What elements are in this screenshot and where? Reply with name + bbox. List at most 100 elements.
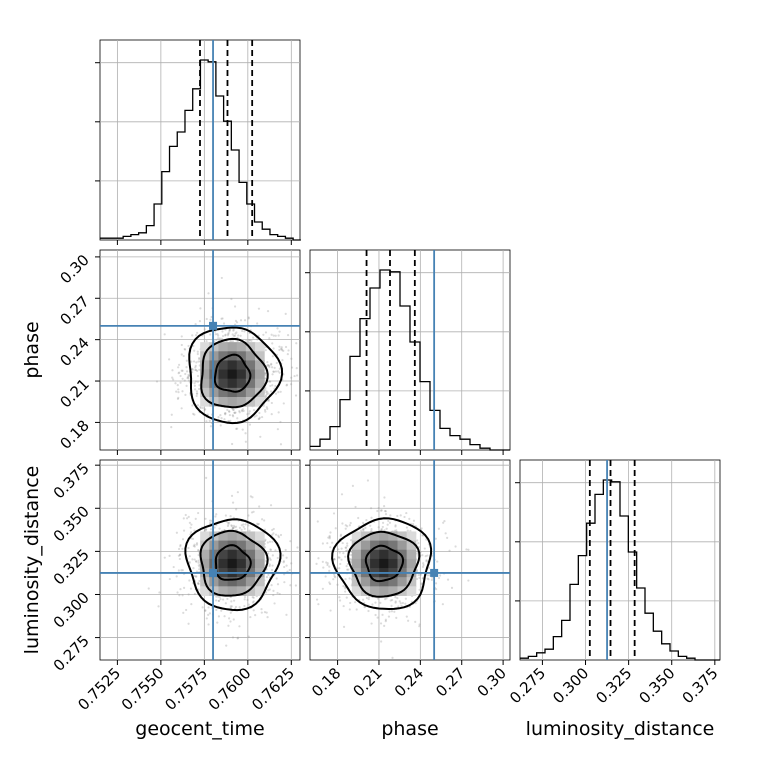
x-tick-label-geocent_time: 0.7600 — [205, 664, 255, 714]
sample-point — [285, 556, 288, 559]
density-cell — [200, 558, 210, 569]
sample-point — [177, 388, 180, 391]
sample-point — [349, 557, 352, 561]
sample-point — [467, 548, 470, 551]
sample-point — [365, 596, 368, 600]
density-cell — [406, 577, 417, 587]
sample-point — [191, 368, 194, 371]
sample-point — [281, 359, 284, 362]
sample-point — [279, 390, 282, 393]
sample-point — [170, 426, 173, 429]
sample-point — [180, 369, 183, 372]
sample-point — [256, 522, 259, 525]
density-cell — [388, 558, 399, 569]
density-cell — [209, 351, 219, 361]
y-tick-label-phase: 0.21 — [56, 375, 92, 411]
sample-point — [268, 364, 271, 367]
sample-point — [189, 526, 192, 529]
sample-point — [407, 619, 410, 622]
sample-point — [322, 566, 325, 569]
sample-point — [333, 558, 336, 561]
sample-point — [219, 413, 222, 417]
sample-point — [268, 380, 272, 383]
histogram-phase — [310, 269, 510, 451]
y-tick-label-luminosity_distance: 0.300 — [50, 589, 93, 632]
sample-point — [194, 322, 197, 326]
sample-point — [228, 410, 231, 413]
contour-line — [331, 517, 433, 611]
sample-point — [321, 560, 324, 563]
contour-line — [199, 529, 269, 597]
density-cell — [370, 531, 380, 542]
sample-point — [194, 368, 197, 372]
sample-point — [380, 528, 383, 532]
sample-point — [188, 579, 191, 582]
sample-point — [431, 576, 434, 579]
sample-point — [197, 582, 200, 585]
sample-point — [185, 384, 188, 388]
sample-point — [264, 538, 267, 541]
sample-point — [371, 603, 374, 606]
sample-point — [348, 608, 351, 611]
density-cell — [397, 549, 408, 560]
sample-point — [205, 420, 208, 423]
sample-point — [198, 357, 201, 360]
sample-point — [209, 333, 212, 336]
sample-point — [264, 386, 267, 390]
density-cell — [255, 577, 265, 587]
density-cell — [351, 549, 362, 560]
density-cell — [388, 540, 399, 551]
sample-point — [243, 595, 247, 599]
sample-point — [266, 310, 270, 313]
truth-marker — [430, 568, 439, 577]
sample-point — [229, 620, 232, 623]
sample-point — [290, 562, 293, 565]
sample-point — [243, 604, 246, 608]
sample-point — [248, 339, 251, 342]
sample-point — [256, 338, 259, 341]
contour-line — [364, 544, 405, 583]
sample-point — [338, 556, 341, 559]
density-cell — [236, 586, 247, 596]
sample-point — [241, 329, 244, 333]
sample-point — [227, 410, 231, 413]
sample-point — [258, 411, 261, 415]
density-cell — [200, 531, 210, 542]
sample-point — [418, 576, 421, 580]
density-cell — [227, 387, 238, 398]
sample-point — [269, 504, 273, 507]
sample-point — [370, 528, 373, 531]
sample-point — [279, 533, 283, 537]
sample-point — [315, 598, 319, 601]
sample-point — [281, 554, 285, 557]
sample-point — [279, 443, 283, 446]
sample-point — [182, 611, 185, 614]
sample-point — [210, 315, 213, 319]
panel-distance-hist — [519, 459, 721, 661]
sample-point — [207, 292, 210, 295]
sample-point — [340, 558, 343, 561]
sample-point — [203, 328, 206, 331]
sample-point — [178, 594, 181, 597]
sample-point — [271, 373, 274, 376]
sample-point — [248, 529, 251, 532]
sample-point — [232, 524, 236, 527]
sample-point — [296, 546, 299, 549]
density-cell — [388, 586, 399, 596]
sample-point — [434, 537, 437, 540]
sample-point — [204, 528, 208, 531]
sample-point — [232, 408, 235, 411]
sample-point — [274, 334, 277, 337]
sample-point — [406, 529, 409, 532]
sample-point — [350, 560, 353, 563]
sample-point — [379, 601, 382, 604]
sample-point — [345, 549, 348, 552]
sample-point — [328, 534, 331, 538]
density-cell — [245, 342, 256, 352]
sample-point — [276, 591, 279, 595]
sample-point — [408, 517, 411, 520]
sample-point — [190, 360, 193, 363]
sample-point — [247, 317, 250, 320]
sample-point — [264, 591, 268, 594]
density-cell — [209, 586, 219, 596]
